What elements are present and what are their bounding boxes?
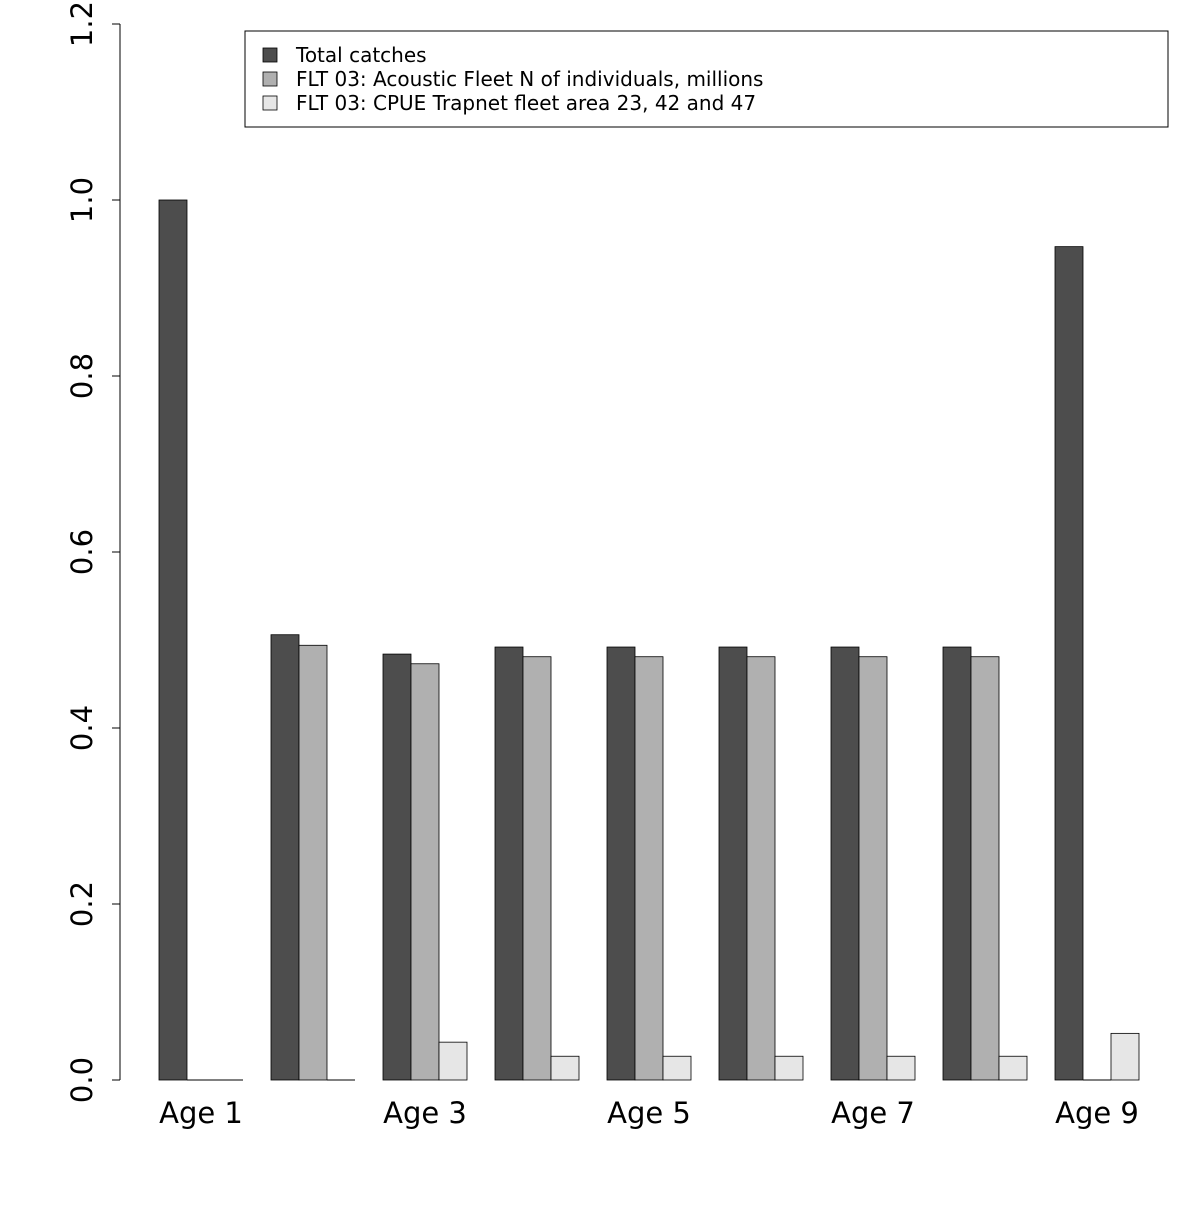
bar <box>606 646 636 1081</box>
bar <box>718 646 748 1081</box>
bar <box>858 656 888 1081</box>
bar-group <box>494 646 580 1081</box>
x-tick-label: Age 1 <box>159 1096 243 1130</box>
bar-group <box>1054 246 1140 1081</box>
bar <box>970 656 1000 1081</box>
legend-label: Total catches <box>295 43 427 67</box>
bar <box>1054 246 1084 1081</box>
bar <box>550 1055 580 1081</box>
bars <box>158 199 1140 1081</box>
bar <box>410 663 440 1081</box>
legend-box <box>244 30 1169 128</box>
y-tick-label: 0.0 <box>65 1057 99 1103</box>
y-tick-label: 1.2 <box>65 1 99 47</box>
bar <box>634 656 664 1081</box>
bar-group <box>382 653 468 1081</box>
bar <box>438 1041 468 1081</box>
bar <box>522 656 552 1081</box>
bar <box>494 646 524 1081</box>
bar <box>830 646 860 1081</box>
bar-group <box>158 199 243 1081</box>
x-tick-label: Age 9 <box>1055 1096 1139 1130</box>
bar <box>774 1055 804 1081</box>
legend-swatch <box>262 95 278 111</box>
bar <box>662 1055 692 1081</box>
y-tick-label: 0.8 <box>65 353 99 399</box>
bar <box>298 644 328 1081</box>
legend-label: FLT 03: Acoustic Fleet N of individuals,… <box>296 67 763 91</box>
y-axis: 0.0 0.2 0.4 0.6 0.8 1.0 1.2 <box>65 1 121 1103</box>
y-tick-label: 0.2 <box>65 881 99 927</box>
legend-swatch <box>262 47 278 63</box>
y-tick-label: 0.6 <box>65 529 99 575</box>
bar <box>998 1055 1028 1081</box>
x-axis-labels: Age 1 Age 3 Age 5 Age 7 Age 9 <box>159 1096 1139 1130</box>
legend-swatch <box>262 71 278 87</box>
bar-group <box>718 646 804 1081</box>
bar <box>382 653 412 1081</box>
x-tick-label: Age 7 <box>831 1096 915 1130</box>
x-tick-label: Age 3 <box>383 1096 467 1130</box>
legend-label: FLT 03: CPUE Trapnet fleet area 23, 42 a… <box>296 91 756 115</box>
bar <box>886 1055 916 1081</box>
x-tick-label: Age 5 <box>607 1096 691 1130</box>
bar-group <box>830 646 916 1081</box>
bar <box>1110 1032 1140 1081</box>
bar <box>270 634 300 1081</box>
y-tick-label: 0.4 <box>65 705 99 751</box>
bar <box>158 199 188 1081</box>
bar <box>746 656 776 1081</box>
bar-group <box>606 646 692 1081</box>
bar-group <box>270 634 355 1081</box>
y-tick-label: 1.0 <box>65 177 99 223</box>
bar-group <box>942 646 1028 1081</box>
bar <box>942 646 972 1081</box>
